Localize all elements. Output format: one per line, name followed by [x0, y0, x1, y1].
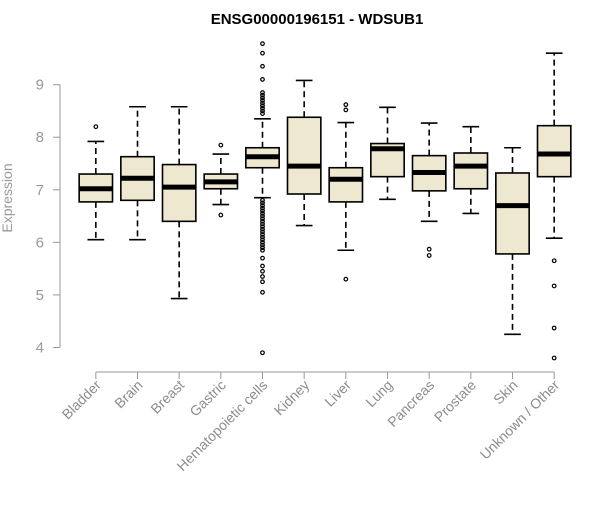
- box-group: [411, 122, 447, 258]
- outlier-point: [260, 95, 265, 101]
- outlier-point: [343, 102, 349, 108]
- outlier-point: [260, 90, 265, 95]
- box-group: [536, 52, 572, 361]
- x-tick-label: Prostate: [431, 377, 479, 425]
- box-group: [328, 102, 364, 282]
- y-tick-label: 9: [36, 77, 44, 94]
- y-tick-label: 6: [36, 234, 44, 251]
- outlier-point: [260, 63, 265, 69]
- box-group: [495, 146, 530, 336]
- outlier-point: [260, 289, 265, 295]
- outlier-point: [260, 213, 265, 219]
- x-tick-label: Lung: [362, 377, 395, 410]
- box-iqr: [453, 152, 489, 190]
- x-tick-label: Unknown / Other: [477, 377, 563, 463]
- box-group: [453, 125, 489, 215]
- outlier-point: [260, 100, 265, 106]
- outlier-point: [260, 103, 265, 109]
- box-group: [286, 79, 322, 227]
- outlier-point: [260, 211, 265, 216]
- outlier-point: [260, 224, 265, 229]
- outlier-point: [260, 203, 265, 208]
- outlier-point: [551, 258, 557, 264]
- outlier-point: [260, 216, 265, 222]
- outlier-point: [260, 239, 265, 245]
- chart-title: ENSG00000196151 - WDSUB1: [211, 11, 424, 28]
- outlier-point: [260, 77, 265, 82]
- outlier-point: [260, 41, 265, 47]
- outlier-point: [218, 142, 224, 148]
- outlier-point: [260, 200, 265, 206]
- y-tick-label: 4: [36, 339, 44, 356]
- outlier-point: [343, 276, 349, 282]
- outlier-point: [343, 107, 349, 113]
- x-tick-label: Breast: [147, 377, 187, 417]
- outlier-point: [260, 105, 265, 111]
- box-group: [161, 105, 197, 300]
- outlier-point: [551, 325, 557, 331]
- outlier-point: [260, 263, 265, 269]
- outlier-point: [260, 108, 265, 114]
- x-tick-label: Bladder: [59, 377, 105, 423]
- box-iqr: [536, 124, 572, 178]
- y-tick-label: 7: [36, 182, 44, 199]
- axes: 4 5 6 7 8 9: [36, 77, 555, 379]
- x-tick-label: Kidney: [271, 377, 313, 419]
- outlier-point: [260, 232, 265, 237]
- outlier-point: [93, 124, 99, 130]
- outlier-point: [260, 92, 265, 98]
- y-tick-label: 5: [36, 287, 44, 304]
- outlier-point: [260, 279, 265, 285]
- outlier-point: [260, 218, 265, 224]
- outlier-point: [260, 111, 265, 116]
- outlier-point: [260, 229, 265, 235]
- outlier-point: [260, 274, 265, 279]
- outlier-point: [260, 208, 265, 214]
- y-tick-label: 8: [36, 129, 44, 146]
- outlier-point: [260, 221, 265, 227]
- box-iqr: [495, 172, 530, 255]
- outlier-point: [260, 247, 265, 253]
- box-iqr: [161, 163, 197, 223]
- outlier-point: [260, 226, 265, 232]
- outlier-point: [260, 50, 265, 56]
- outlier-point: [260, 255, 265, 261]
- outlier-point: [260, 98, 265, 103]
- outlier-point: [260, 197, 265, 203]
- outlier-point: [260, 237, 265, 243]
- x-tick-label: Brain: [111, 377, 145, 411]
- outlier-point: [218, 212, 224, 218]
- outlier-point: [260, 350, 265, 356]
- y-axis-label: Expression: [0, 163, 15, 232]
- box-group: [370, 106, 405, 201]
- box-group: [120, 105, 155, 241]
- outlier-point: [426, 253, 432, 258]
- outlier-point: [260, 245, 265, 251]
- box-iqr: [328, 166, 364, 203]
- outlier-point: [551, 283, 557, 289]
- outlier-point: [551, 355, 557, 361]
- x-tick-label: Skin: [490, 377, 521, 408]
- outlier-point: [426, 246, 432, 252]
- boxes: [78, 41, 572, 361]
- x-tick-label: Liver: [321, 377, 354, 410]
- box-group: [78, 124, 114, 241]
- outlier-point: [260, 268, 265, 274]
- box-group: [203, 142, 239, 218]
- outlier-point: [260, 234, 265, 240]
- box-iqr: [286, 116, 322, 195]
- outlier-point: [260, 205, 265, 211]
- outlier-point: [260, 242, 265, 248]
- box-group: [245, 41, 280, 356]
